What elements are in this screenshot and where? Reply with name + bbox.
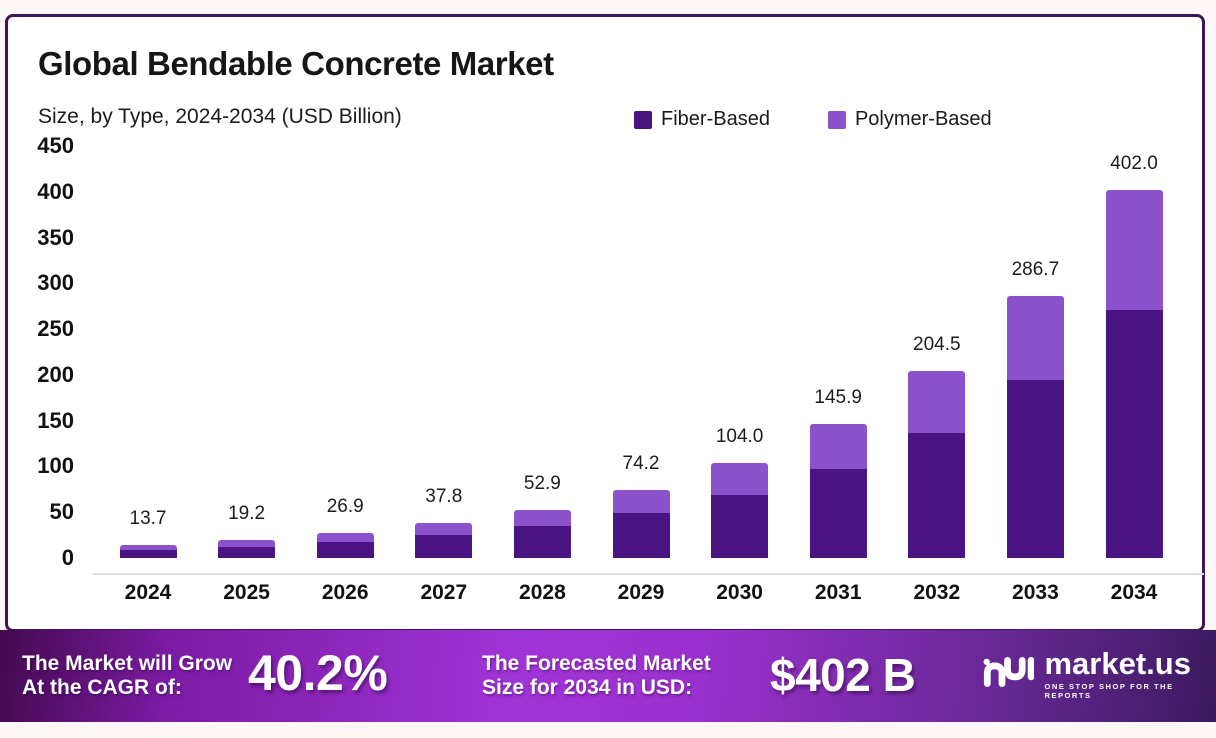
y-tick-label: 100 bbox=[37, 453, 74, 479]
y-tick-label: 250 bbox=[37, 316, 74, 342]
legend-item-fiber: Fiber-Based bbox=[634, 108, 770, 131]
bar-total-label: 19.2 bbox=[228, 503, 266, 525]
cagr-value: 40.2% bbox=[248, 645, 388, 701]
y-tick-label: 400 bbox=[37, 178, 74, 204]
legend-item-polymer: Polymer-Based bbox=[827, 108, 992, 131]
bar-total-label: 52.9 bbox=[523, 472, 561, 494]
bar-group-2027 bbox=[415, 523, 473, 558]
brand-name: market.us bbox=[1044, 646, 1191, 681]
brand-text: market.us ONE STOP SHOP FOR THE REPORTS bbox=[1044, 640, 1216, 701]
bar-group-2034 bbox=[1105, 189, 1163, 558]
y-tick-label: 0 bbox=[61, 545, 74, 570]
fiber-segment bbox=[711, 495, 769, 558]
x-axis-line bbox=[93, 573, 1204, 575]
bar-group-2033 bbox=[1006, 295, 1064, 558]
bar-total-label: 74.2 bbox=[622, 453, 660, 475]
polymer-segment bbox=[1105, 189, 1163, 310]
bar-total-label: 286.7 bbox=[1011, 258, 1060, 280]
polymer-segment bbox=[513, 509, 571, 527]
forecast-value: $402 B bbox=[770, 649, 916, 701]
forecast-label: The Forecasted Market Size for 2034 in U… bbox=[482, 652, 711, 699]
y-tick-label: 300 bbox=[37, 270, 74, 296]
bar-total-label: 145.9 bbox=[814, 387, 862, 409]
brand-tagline: ONE STOP SHOP FOR THE REPORTS bbox=[1044, 682, 1174, 700]
chart-subtitle: Size, by Type, 2024-2034 (USD Billion) bbox=[38, 105, 402, 128]
fiber-segment bbox=[513, 526, 571, 558]
fiber-segment bbox=[1006, 380, 1064, 558]
x-tick-label: 2031 bbox=[814, 581, 862, 604]
bar-total-label: 37.8 bbox=[425, 486, 463, 508]
polymer-segment bbox=[809, 424, 867, 469]
polymer-segment bbox=[908, 370, 966, 434]
legend: Fiber-Based Polymer-Based bbox=[634, 108, 992, 131]
polymer-segment bbox=[612, 490, 670, 514]
x-tick-label: 2026 bbox=[321, 581, 369, 604]
bar-total-label: 402.0 bbox=[1110, 152, 1158, 174]
x-tick-label: 2027 bbox=[420, 581, 468, 604]
cagr-label: The Market will Grow At the CAGR of: bbox=[22, 652, 233, 699]
bar-group-2032 bbox=[908, 370, 966, 558]
x-tick-label: 2028 bbox=[519, 581, 566, 604]
brand-logo: market.us ONE STOP SHOP FOR THE REPORTS bbox=[983, 640, 1216, 700]
fiber-segment bbox=[218, 546, 276, 558]
bar-group-2025 bbox=[218, 540, 276, 558]
bar-total-label: 26.9 bbox=[326, 496, 364, 518]
x-tick-label: 2025 bbox=[223, 581, 270, 604]
y-tick-label: 350 bbox=[37, 224, 74, 250]
x-tick-label: 2032 bbox=[913, 581, 961, 604]
x-tick-label: 2030 bbox=[716, 581, 763, 604]
polymer-swatch-icon bbox=[827, 110, 846, 129]
bar-group-2028 bbox=[513, 509, 571, 558]
fiber-segment bbox=[316, 541, 374, 558]
fiber-segment bbox=[119, 549, 177, 558]
fiber-segment bbox=[908, 433, 966, 558]
polymer-segment bbox=[316, 533, 374, 542]
footer-banner: The Market will Grow At the CAGR of: 40.… bbox=[0, 630, 1216, 722]
bar-total-label: 204.5 bbox=[913, 333, 961, 355]
chart-panel: Global Bendable Concrete Market Size, by… bbox=[5, 14, 1205, 632]
fiber-segment bbox=[809, 468, 867, 558]
x-tick-label: 2034 bbox=[1110, 581, 1158, 604]
market-us-logo-icon bbox=[983, 656, 1035, 688]
polymer-segment bbox=[119, 545, 177, 550]
bar-group-2029 bbox=[612, 490, 670, 558]
x-tick-label: 2024 bbox=[124, 581, 172, 604]
bar-group-2031 bbox=[809, 424, 867, 558]
polymer-segment bbox=[1006, 295, 1064, 381]
x-tick-label: 2029 bbox=[617, 581, 665, 604]
legend-label: Polymer-Based bbox=[854, 108, 992, 130]
bar-total-label: 104.0 bbox=[715, 425, 764, 447]
fiber-segment bbox=[612, 513, 670, 558]
polymer-segment bbox=[711, 462, 769, 495]
fiber-segment bbox=[415, 535, 473, 558]
fiber-segment bbox=[1105, 309, 1163, 558]
polymer-segment bbox=[218, 540, 276, 547]
bar-total-label: 13.7 bbox=[129, 508, 167, 530]
x-tick-label: 2033 bbox=[1012, 581, 1059, 604]
y-tick-label: 200 bbox=[37, 361, 74, 387]
polymer-segment bbox=[415, 523, 473, 536]
fiber-swatch-icon bbox=[634, 110, 652, 129]
page-title: Global Bendable Concrete Market bbox=[38, 45, 554, 82]
bar-group-2024 bbox=[119, 545, 177, 558]
y-tick-label: 50 bbox=[49, 499, 74, 525]
legend-label: Fiber-Based bbox=[661, 108, 770, 130]
bar-group-2030 bbox=[711, 462, 769, 558]
y-tick-label: 150 bbox=[37, 407, 74, 433]
bar-group-2026 bbox=[316, 533, 374, 558]
y-tick-label: 450 bbox=[37, 133, 74, 158]
